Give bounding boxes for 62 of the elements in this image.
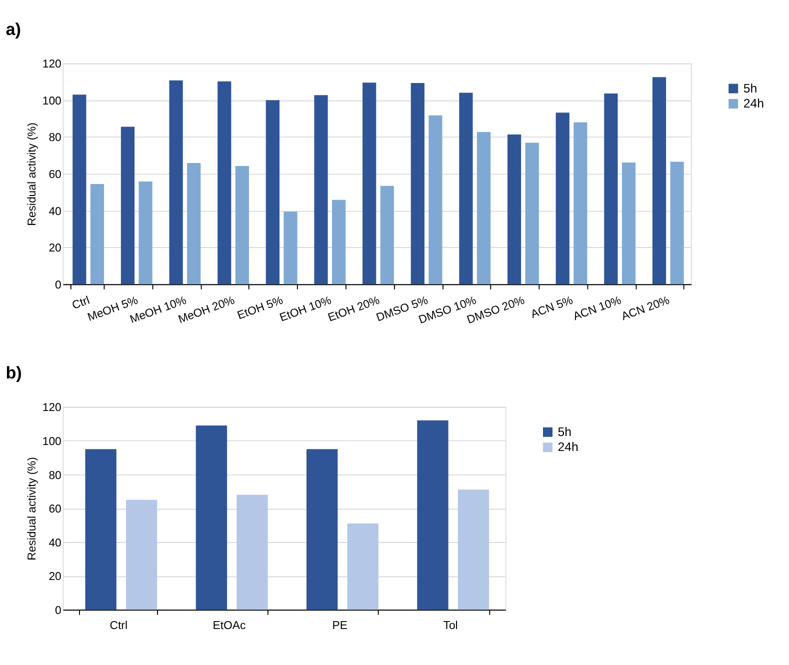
- bar: [417, 420, 448, 610]
- x-tick-label: Ctrl: [110, 620, 128, 632]
- bar: [138, 181, 152, 284]
- bar: [476, 132, 491, 284]
- y-tick-label: 100: [42, 95, 62, 108]
- legend-label: 24h: [558, 440, 578, 454]
- bar: [187, 163, 201, 284]
- y-tick-label: 0: [55, 279, 62, 292]
- y-tick-label: 20: [48, 242, 62, 255]
- bar: [428, 115, 442, 284]
- bar: [622, 162, 636, 284]
- y-axis-title: Residual activity (%): [26, 122, 39, 226]
- bar: [235, 166, 249, 284]
- bar: [314, 95, 328, 284]
- bar: [169, 80, 183, 284]
- bar: [525, 142, 539, 284]
- bar: [218, 81, 232, 284]
- bar: [306, 449, 338, 610]
- y-tick-label: 100: [42, 436, 62, 448]
- y-tick-label: 80: [48, 132, 62, 144]
- x-tick-label: PE: [332, 620, 348, 632]
- x-tick-label: EtOAc: [212, 620, 246, 632]
- y-tick-label: 60: [48, 169, 62, 182]
- bar: [72, 94, 86, 284]
- y-tick-label: 120: [42, 58, 62, 71]
- bar: [604, 93, 618, 284]
- bar: [120, 126, 135, 284]
- bar: [126, 500, 158, 610]
- bar: [284, 212, 298, 284]
- bar: [507, 134, 522, 284]
- x-tick-label: Ctrl: [70, 294, 92, 312]
- y-tick-label: 60: [48, 504, 62, 516]
- bar: [236, 494, 268, 610]
- chart-title: a): [6, 18, 21, 39]
- bar: [556, 112, 570, 284]
- y-tick-label: 80: [48, 470, 62, 482]
- legend-label: 24h: [743, 96, 764, 111]
- bar: [574, 122, 588, 284]
- bar: [266, 100, 280, 284]
- y-tick-label: 0: [55, 604, 62, 617]
- y-tick-label: 40: [48, 537, 62, 550]
- legend-label: 5h: [743, 81, 758, 96]
- y-tick-label: 20: [48, 571, 62, 584]
- bar: [380, 186, 394, 284]
- y-axis-title: Residual activity (%): [26, 456, 39, 560]
- y-tick-label: 40: [48, 206, 62, 218]
- bar: [459, 92, 473, 284]
- legend-label: 5h: [558, 424, 572, 439]
- x-tick-label: ACN 20%: [620, 294, 672, 324]
- bar: [362, 82, 376, 284]
- chart-title: b): [6, 362, 22, 382]
- bar: [410, 83, 424, 284]
- bar: [332, 200, 346, 284]
- bar: [670, 162, 684, 284]
- bar: [652, 77, 666, 284]
- bar: [90, 184, 104, 284]
- bar: [196, 425, 228, 610]
- bar: [347, 523, 378, 610]
- x-tick-label: Tol: [443, 620, 458, 632]
- bar: [85, 449, 116, 610]
- y-tick-label: 120: [42, 402, 62, 414]
- bar: [458, 490, 490, 610]
